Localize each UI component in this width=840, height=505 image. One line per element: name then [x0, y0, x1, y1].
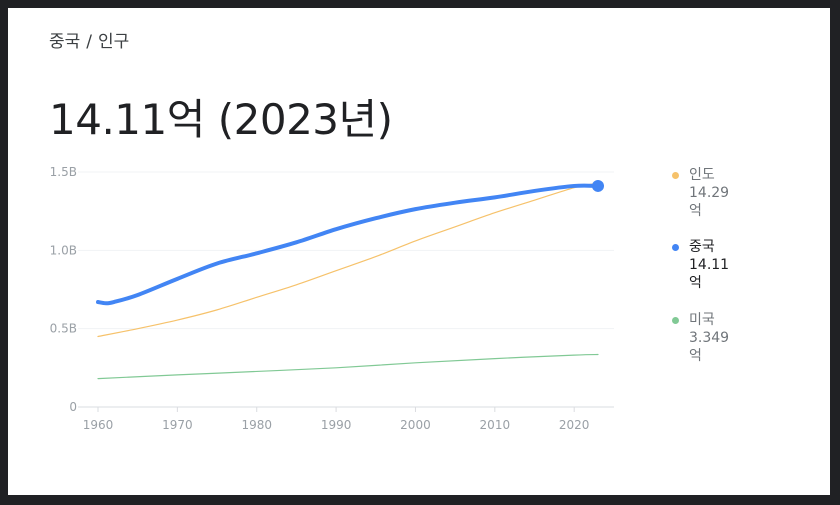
legend-series-name: 미국 — [689, 312, 715, 328]
legend-dot-icon — [672, 243, 679, 251]
population-line-chart[interactable]: 1960 1970 1980 1990 2000 2010 2020 0 0.5B 1.0B 1.… — [8, 8, 830, 495]
x-tick-label: 1960 — [83, 418, 114, 432]
headline-year: (2023년) — [217, 95, 393, 144]
series-line-미국 — [97, 353, 599, 380]
population-card: 중국 / 인구 14.11억 (2023년) 1960 1970 1980 1990 200… — [8, 8, 830, 495]
y-tick-label: 1.0B — [50, 243, 77, 257]
legend-item-인도[interactable]: 인도 14.29억 — [672, 166, 729, 220]
breadcrumb-topic: 인구 — [98, 32, 130, 52]
legend-item-중국[interactable]: 중국 14.11억 — [672, 238, 729, 292]
x-tick-label: 1990 — [321, 418, 352, 432]
x-tick-label: 2000 — [400, 418, 431, 432]
x-tick-label: 2020 — [559, 418, 590, 432]
legend-series-value: 3.349억 — [689, 330, 730, 364]
series-line-인도 — [97, 182, 599, 338]
breadcrumb-separator: / — [86, 32, 93, 52]
population-headline: 14.11억 (2023년) — [49, 86, 393, 147]
breadcrumb: 중국 / 인구 — [49, 27, 129, 52]
headline-value: 14.11억 — [49, 95, 205, 144]
legend-dot-icon — [672, 316, 679, 324]
legend-series-name: 중국 — [689, 239, 715, 255]
y-tick-label: 0 — [69, 400, 77, 414]
x-tick-label: 1980 — [241, 418, 272, 432]
legend-series-name: 인도 — [689, 167, 715, 183]
series-endpoint-dot[interactable] — [592, 179, 604, 192]
legend-series-value: 14.11억 — [689, 257, 730, 291]
x-tick-label: 1970 — [162, 418, 193, 432]
series-line-중국 — [96, 183, 600, 306]
legend-item-미국[interactable]: 미국 3.349억 — [672, 311, 729, 365]
legend-series-value: 14.29억 — [689, 185, 730, 219]
breadcrumb-country-link[interactable]: 중국 — [49, 32, 81, 52]
x-tick-label: 2010 — [480, 418, 511, 432]
y-tick-label: 0.5B — [50, 322, 77, 336]
legend-dot-icon — [672, 171, 679, 179]
y-tick-label: 1.5B — [50, 165, 77, 179]
